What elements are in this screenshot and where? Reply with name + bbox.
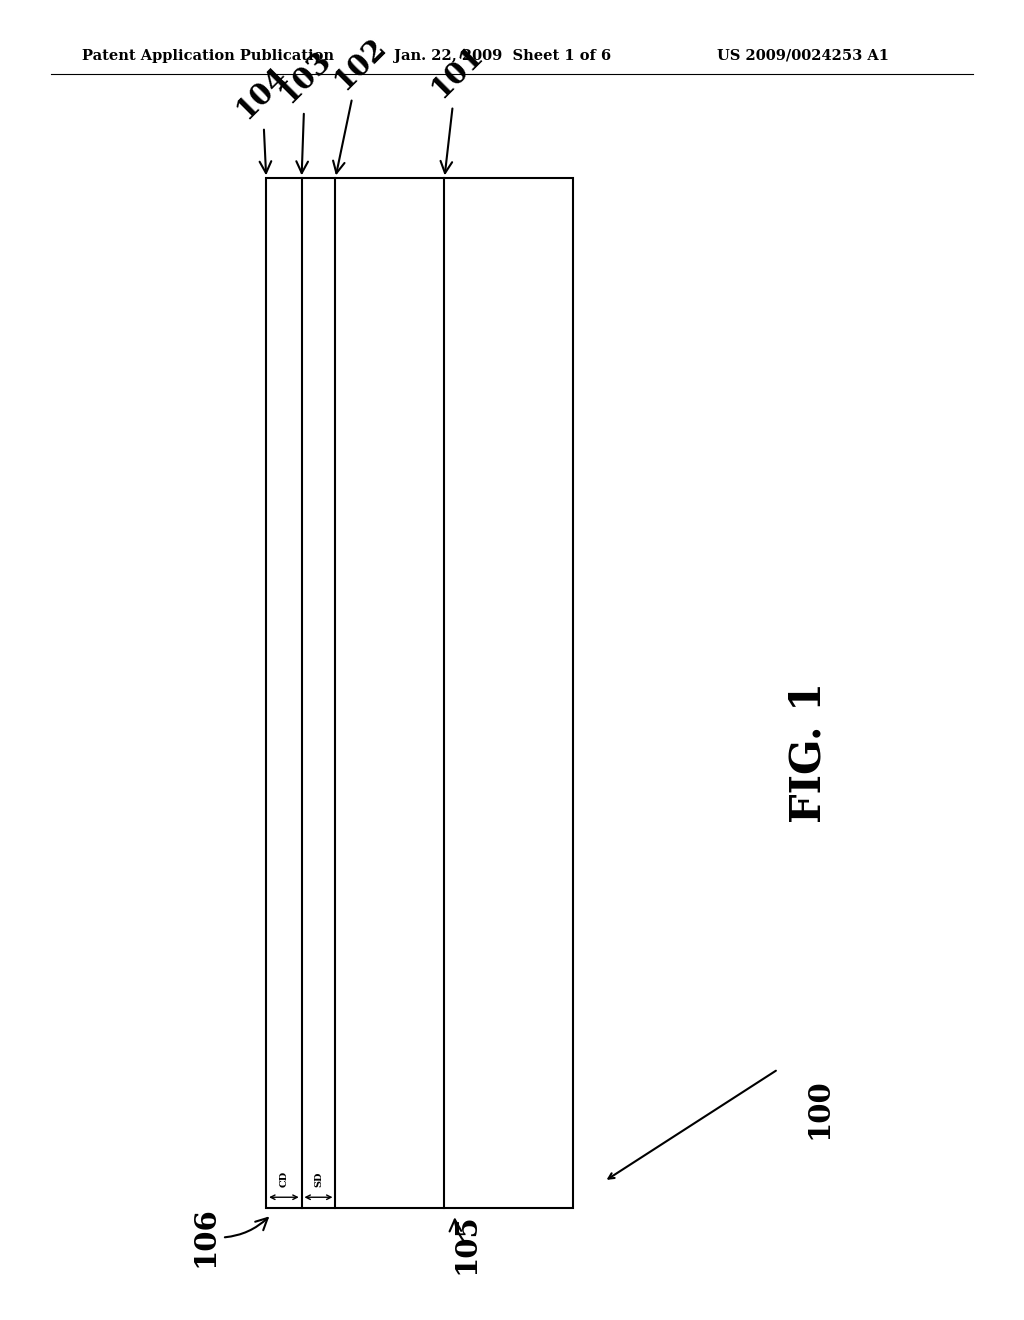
Text: Patent Application Publication: Patent Application Publication xyxy=(82,49,334,63)
Text: 101: 101 xyxy=(425,40,488,173)
Text: CD: CD xyxy=(280,1171,289,1187)
Text: 104: 104 xyxy=(230,61,294,173)
Text: FIG. 1: FIG. 1 xyxy=(787,682,830,822)
Bar xyxy=(266,178,573,1208)
Text: 100: 100 xyxy=(805,1078,834,1139)
Text: 103: 103 xyxy=(273,45,337,173)
Text: US 2009/0024253 A1: US 2009/0024253 A1 xyxy=(717,49,889,63)
Text: 102: 102 xyxy=(328,32,391,173)
Text: SD: SD xyxy=(314,1171,323,1187)
Text: 105: 105 xyxy=(450,1213,480,1274)
Text: 106: 106 xyxy=(190,1206,267,1267)
Text: Jan. 22, 2009  Sheet 1 of 6: Jan. 22, 2009 Sheet 1 of 6 xyxy=(394,49,611,63)
